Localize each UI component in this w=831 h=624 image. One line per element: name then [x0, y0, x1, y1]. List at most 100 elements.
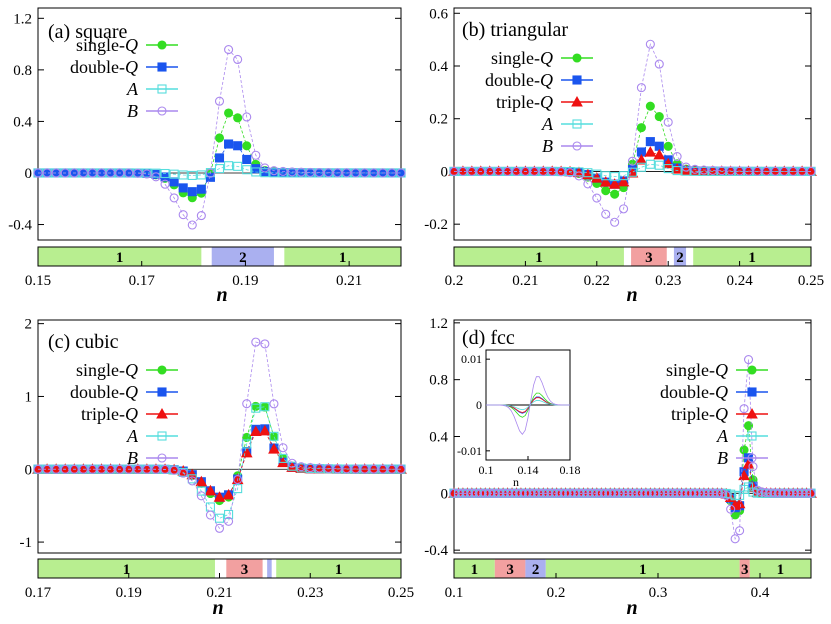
panel-a-point-B: [124, 168, 134, 178]
panel-c-point-B: [142, 464, 152, 474]
panel-d-xlabel: n: [626, 597, 637, 619]
panel-d-point-B: [489, 488, 499, 498]
panel-d-inset-ytick-label: 0: [476, 398, 482, 412]
panel-d-legend-label: triple-Q: [671, 404, 728, 424]
panel-b-point-B: [743, 166, 754, 176]
panel-a-point-B: [196, 211, 206, 221]
panel-b-point-triple: [635, 153, 648, 165]
panel-a-point-B: [160, 179, 170, 189]
panel-a-point-A: [169, 169, 179, 179]
panel-c-point-A: [251, 403, 261, 413]
panel-b-point-triple: [662, 157, 675, 169]
panel-b-legend-marker: [572, 141, 582, 151]
panel-c-point-B: [69, 464, 79, 474]
panel-a-point-B: [224, 45, 234, 55]
panel-b-point-B: [467, 166, 477, 177]
panel-c-point-triple: [213, 491, 226, 502]
panel-b-ytick-label: 0.2: [429, 112, 448, 128]
panel-a-point-B: [60, 168, 70, 178]
panel-a-point-B: [178, 210, 188, 220]
panel-b-legend-label: double-Q: [485, 70, 553, 90]
panel-a-point-B: [96, 168, 107, 178]
panel-a-point-double: [214, 153, 225, 163]
panel-a-xtick-label: 0.21: [336, 273, 362, 289]
panel-d-legend-label: single-Q: [666, 360, 728, 380]
panel-a-point-B: [214, 96, 225, 106]
panel-b-point-B: [529, 166, 539, 177]
panel-c-point-B: [269, 399, 279, 409]
panel-d-inset-xlabel: n: [513, 475, 519, 489]
panel-a-frame: [37, 7, 402, 241]
panel-d-point-B: [632, 488, 642, 498]
panel-c-legend-label: single-Q: [76, 360, 138, 380]
panel-a-point-B: [69, 168, 79, 178]
panel-a-point-B: [133, 168, 143, 178]
panel-d-point-B: [784, 488, 794, 498]
panel-c-point-triple: [204, 484, 217, 496]
panel-d-point-B: [476, 488, 486, 498]
panel-a-point-B: [169, 193, 179, 203]
panel-d-point-B: [645, 488, 655, 498]
panel-d-xtick-label: 0.3: [649, 585, 668, 601]
panel-c-legend-label: B: [127, 448, 138, 468]
panel-d-phase-label: 2: [532, 562, 540, 578]
panel-c-point-B: [296, 462, 306, 472]
panel-a-point-B: [314, 168, 324, 178]
panel-d-point-B: [730, 534, 740, 544]
panel-a-phase-segment: [38, 247, 202, 266]
panel-d-point-B: [556, 488, 566, 498]
panel-d-point-B: [614, 488, 624, 498]
panel-a-point-double: [233, 141, 243, 151]
panel-d-point-B: [627, 488, 638, 498]
panel-c-point-B: [60, 464, 70, 474]
panel-b-point-B: [752, 166, 763, 176]
panel-a-legend-marker: [157, 106, 167, 116]
panel-d-point-B: [511, 488, 522, 498]
panel-a-point-B: [287, 167, 297, 177]
panel-a-point-B: [360, 168, 370, 178]
panel-b-point-triple: [608, 178, 621, 189]
panel-b-point-B: [645, 39, 655, 49]
panel-a-point-B: [78, 168, 88, 178]
panel-b-point-B: [574, 171, 584, 181]
panel-c-xlabel: n: [212, 597, 223, 619]
panel-d-point-B: [748, 461, 758, 472]
panel-d-legend-marker: [747, 387, 757, 397]
panel-c-point-B: [205, 510, 215, 520]
panel-a-point-single: [242, 141, 252, 151]
panel-b-point-B: [627, 156, 638, 166]
panel-b-point-single: [663, 141, 673, 151]
panel-a-phase-bar-frame: [37, 246, 402, 267]
panel-d-legend-label: B: [717, 448, 728, 468]
panel-d-point-B: [672, 488, 682, 498]
panel-c-xtick-label: 0.19: [116, 585, 142, 601]
panel-b-point-A: [645, 159, 655, 169]
panel-a-point-B: [42, 168, 52, 178]
panel-a-point-B: [260, 163, 270, 173]
panel-d-point-triple: [742, 458, 755, 469]
panel-c-point-A: [224, 509, 234, 520]
panel-c-ytick-label: -1: [20, 535, 33, 551]
panel-b-phase-bar-frame: [453, 246, 812, 267]
panel-d-point-B: [569, 488, 580, 498]
panel-d-point-B: [578, 488, 588, 498]
panel-a-xtick-label: 0.15: [25, 273, 51, 289]
panel-c-point-B: [224, 516, 234, 526]
panel-b-legend-label: triple-Q: [496, 92, 553, 112]
panel-c-title: (c) cubic: [48, 331, 119, 353]
panel-c-point-B: [314, 463, 324, 473]
panel-d-phase-segment: [454, 559, 495, 578]
panel-d-phase-segment: [749, 559, 811, 578]
panel-c-point-A: [287, 461, 297, 471]
panel-d-point-B: [449, 488, 459, 498]
panel-b-point-B: [538, 166, 548, 177]
panel-d-series-line-A: [454, 486, 812, 497]
panel-d-point-B: [636, 488, 646, 498]
panel-c-point-B: [187, 476, 197, 486]
panel-d-inset-xtick-label: 0.14: [518, 463, 539, 477]
panel-d-point-B: [779, 488, 789, 498]
panel-b-point-B: [636, 83, 646, 93]
panel-d-series-line-double: [454, 457, 812, 509]
panel-c-point-B: [378, 464, 388, 474]
panel-d-point-single: [739, 445, 749, 455]
